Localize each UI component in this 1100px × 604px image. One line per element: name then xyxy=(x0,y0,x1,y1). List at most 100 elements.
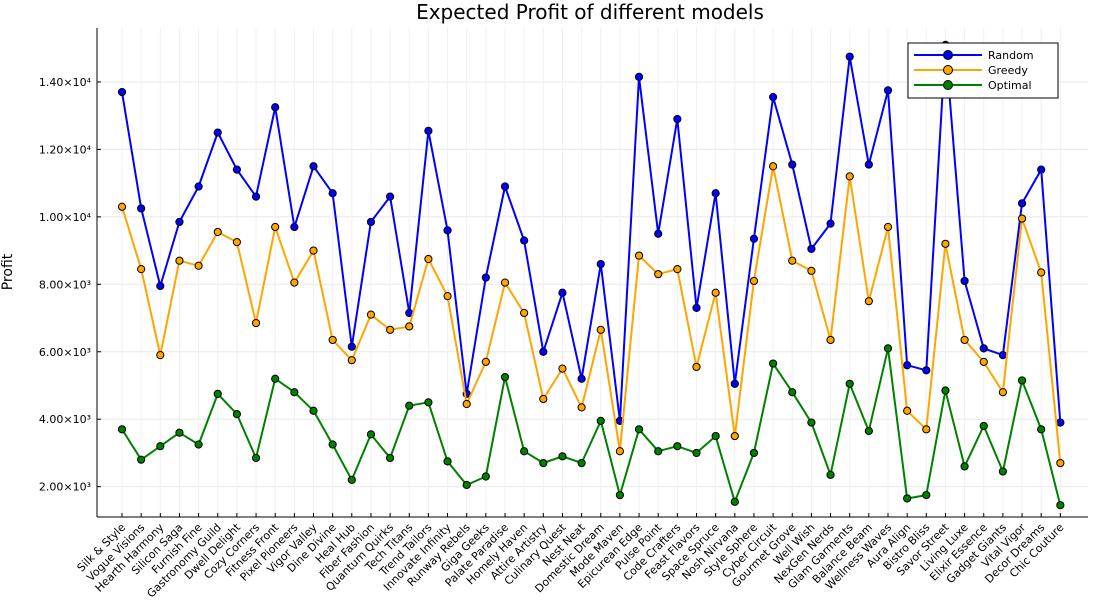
data-point-random xyxy=(290,222,299,232)
data-point-optimal xyxy=(883,344,893,353)
data-point-optimal xyxy=(213,389,222,399)
y-axis-label: Profit xyxy=(0,253,16,290)
data-point-greedy xyxy=(290,278,299,287)
data-point-random xyxy=(386,192,395,201)
data-point-greedy xyxy=(137,265,146,274)
y-tick-label: 6.00×10³ xyxy=(39,346,91,359)
data-point-optimal xyxy=(500,372,510,382)
data-point-greedy xyxy=(883,222,893,232)
data-point-greedy xyxy=(960,335,969,345)
data-point-optimal xyxy=(941,386,950,395)
data-point-optimal xyxy=(309,406,318,415)
data-point-optimal xyxy=(194,440,203,449)
data-point-optimal xyxy=(788,388,797,397)
y-tick-label: 1.20×10⁴ xyxy=(39,143,92,156)
data-point-optimal xyxy=(654,447,663,456)
data-point-optimal xyxy=(960,462,969,471)
series-line-greedy xyxy=(121,165,1062,464)
data-point-greedy xyxy=(788,256,797,265)
data-point-random xyxy=(845,52,854,61)
data-point-greedy xyxy=(232,238,241,247)
series-line-random xyxy=(121,43,1062,423)
data-point-optimal xyxy=(558,452,567,461)
data-point-random xyxy=(137,204,146,213)
legend: Random Greedy Optimal xyxy=(907,42,1059,99)
y-tick-label: 1.40×10⁴ xyxy=(39,76,92,89)
data-point-greedy xyxy=(845,172,854,181)
data-point-greedy xyxy=(175,256,184,265)
data-point-optimal xyxy=(1037,425,1046,434)
legend-label-random: Random xyxy=(988,49,1034,62)
data-point-random xyxy=(577,374,586,383)
data-point-optimal xyxy=(769,359,778,368)
data-point-random xyxy=(596,259,605,269)
data-point-greedy xyxy=(424,254,433,264)
data-point-optimal xyxy=(922,490,931,500)
y-tick-label: 2.00×10³ xyxy=(39,481,91,494)
data-point-random xyxy=(711,189,720,198)
data-point-greedy xyxy=(749,276,759,286)
data-point-greedy xyxy=(156,351,165,360)
data-point-random xyxy=(788,160,797,169)
data-point-greedy xyxy=(577,403,586,412)
data-point-random xyxy=(424,126,433,135)
y-tick-label: 4.00×10³ xyxy=(39,413,91,426)
legend-marker-optimal xyxy=(943,80,953,90)
data-point-optimal xyxy=(117,425,127,434)
data-point-random xyxy=(979,344,988,353)
data-point-greedy xyxy=(998,388,1008,397)
data-point-optimal xyxy=(615,490,625,500)
data-point-optimal xyxy=(998,467,1008,476)
data-point-greedy xyxy=(596,325,605,334)
data-point-random xyxy=(1037,165,1046,174)
data-point-greedy xyxy=(903,406,912,415)
data-point-greedy xyxy=(194,261,203,270)
data-point-greedy xyxy=(500,278,510,287)
data-point-random xyxy=(807,244,816,253)
data-point-greedy xyxy=(769,162,778,171)
data-point-greedy xyxy=(213,227,222,237)
data-point-greedy xyxy=(405,322,414,331)
data-point-greedy xyxy=(462,399,471,409)
legend-label-optimal: Optimal xyxy=(988,79,1032,92)
data-point-random xyxy=(1056,418,1065,427)
data-point-random xyxy=(864,160,873,169)
data-point-random xyxy=(998,351,1008,360)
data-point-optimal xyxy=(807,418,816,427)
data-point-optimal xyxy=(156,442,165,451)
data-point-optimal xyxy=(903,494,912,503)
data-point-greedy xyxy=(366,310,376,319)
data-point-random xyxy=(481,273,490,282)
data-point-optimal xyxy=(634,425,644,434)
data-point-greedy xyxy=(807,266,816,275)
data-point-greedy xyxy=(979,357,988,366)
data-point-optimal xyxy=(730,497,739,506)
data-point-random xyxy=(213,128,222,137)
legend-label-greedy: Greedy xyxy=(988,64,1028,77)
data-point-greedy xyxy=(673,265,682,274)
data-point-optimal xyxy=(826,470,835,479)
data-point-greedy xyxy=(941,239,950,248)
data-point-greedy xyxy=(654,270,663,279)
data-point-random xyxy=(922,366,931,375)
data-point-random xyxy=(883,86,893,95)
data-point-greedy xyxy=(1037,268,1046,277)
data-point-optimal xyxy=(673,442,682,451)
data-point-random xyxy=(634,72,644,82)
data-point-optimal xyxy=(481,472,490,481)
data-point-greedy xyxy=(692,362,701,372)
data-point-optimal xyxy=(232,410,241,419)
data-point-greedy xyxy=(347,356,356,365)
data-point-greedy xyxy=(1056,458,1065,468)
data-point-random xyxy=(558,288,567,297)
data-point-optimal xyxy=(520,447,529,456)
data-point-random xyxy=(251,192,261,201)
legend-marker-random xyxy=(943,50,953,60)
data-point-optimal xyxy=(137,455,146,464)
data-point-optimal xyxy=(386,453,395,463)
data-point-greedy xyxy=(864,297,873,306)
data-point-greedy xyxy=(922,425,931,434)
data-point-random xyxy=(749,234,759,243)
